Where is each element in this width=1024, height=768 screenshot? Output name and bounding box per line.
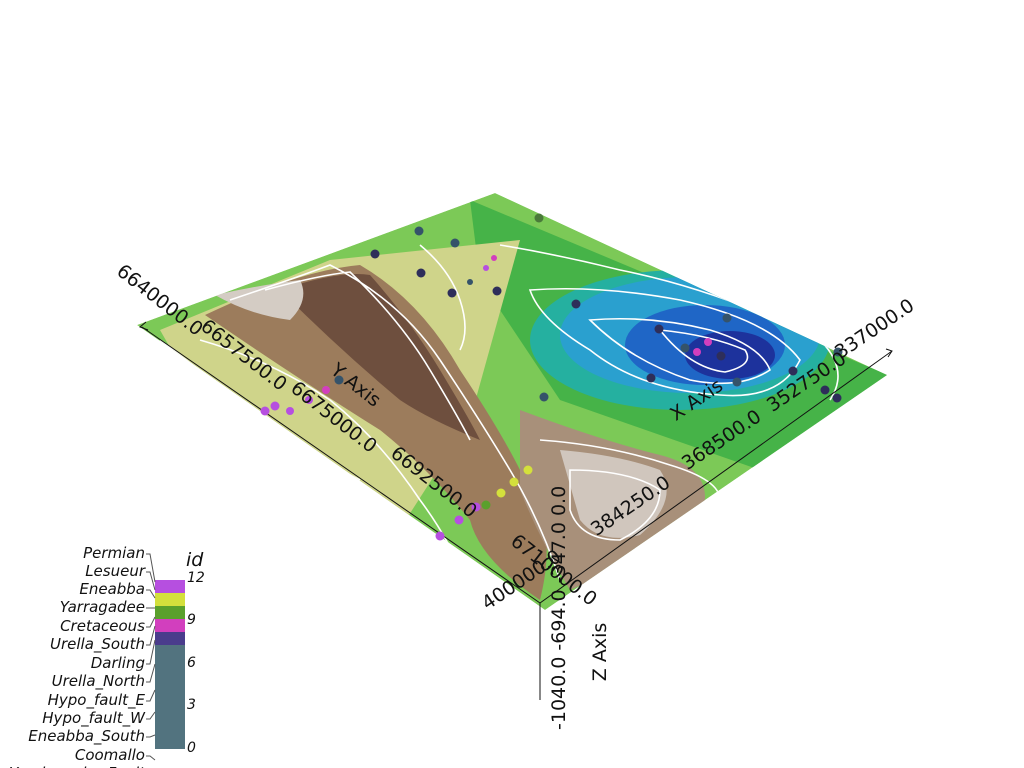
colorbar-tick-label: 9: [187, 612, 196, 628]
z-axis-title: Z Axis: [589, 623, 611, 681]
legend-label: Hypo_fault_E: [48, 691, 146, 710]
legend-label: Urella_North: [52, 672, 145, 691]
legend-labels: PermianLesueurEneabbaYarragadeeCretaceou…: [9, 544, 146, 768]
colorbar-band: [155, 645, 185, 749]
terrain-surface: [137, 193, 887, 610]
colorbar-tick-label: 3: [187, 697, 196, 713]
axes-lines: [139, 321, 893, 700]
legend-label: Permian: [83, 544, 145, 562]
legend-label: Eneabba_South: [28, 727, 145, 746]
colorbar-ticks: 12 9 6 3 0: [187, 570, 205, 756]
legend-label: Coomallo: [75, 746, 145, 764]
colorbar-tick-label: 0: [187, 740, 196, 756]
legend-label: Hypo_fault_W: [42, 709, 146, 728]
colorbar-band: [155, 593, 185, 606]
legend-leader-lines: [146, 553, 156, 761]
colorbar-band: [155, 580, 185, 593]
x-axis-tick-label: 337000.0: [831, 295, 918, 364]
colorbar-tick-label: 6: [187, 655, 196, 671]
colorbar-band: [155, 632, 185, 645]
legend-label: Eneabba: [79, 580, 145, 598]
legend-title: id: [186, 549, 204, 571]
colorbar: [155, 580, 185, 749]
z-axis-ticks: -1040.0 -694.0 -347.0 0.0: [548, 486, 570, 730]
legend-label: Cretaceous: [60, 617, 145, 635]
legend-label: Darling: [91, 654, 145, 672]
legend: id 12 9 6 3 0 PermianLesueurEneabbaYarragade…: [9, 544, 205, 768]
legend-label: Yarragadee: [60, 598, 145, 616]
well-markers: [260, 213, 843, 541]
legend-label: Urella_South: [50, 635, 145, 654]
colorbar-tick-label: 12: [187, 570, 205, 586]
legend-label: Yandanooka_Fault: [9, 764, 146, 768]
colorbar-band: [155, 606, 185, 619]
legend-label: Lesueur: [85, 562, 146, 580]
colorbar-band: [155, 619, 185, 632]
